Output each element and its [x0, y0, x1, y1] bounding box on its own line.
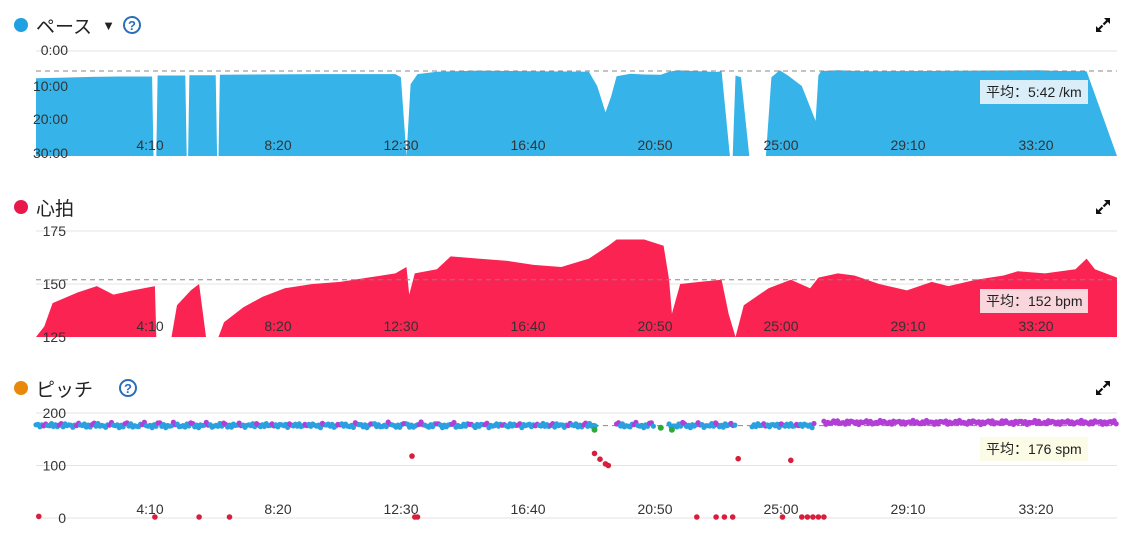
pace-x-tick-label: 8:20	[264, 137, 291, 153]
pace-x-tick-label: 16:40	[510, 137, 545, 153]
cadence-help-icon[interactable]: ?	[119, 379, 138, 397]
cadence-point-red	[804, 514, 811, 520]
cadence-y-tick-label: 200	[43, 405, 67, 421]
cadence-point-red	[409, 453, 415, 459]
cadence-x-tick-label: 33:20	[1018, 501, 1053, 517]
pace-panel: ペース ▼ ? 0:00 10:00 20:00 30:00 4:10 8:20 12:30…	[0, 0, 1122, 165]
hr-title: 心拍	[36, 198, 75, 220]
hr-x-tick-label: 20:50	[637, 318, 672, 334]
cadence-point	[650, 423, 657, 429]
hr-area	[36, 239, 1117, 337]
pace-y-tick-label: 10:00	[33, 78, 68, 94]
hr-x-tick-label: 25:00	[763, 318, 798, 334]
pace-expand-icon[interactable]	[1094, 16, 1112, 34]
cadence-point-red	[597, 456, 603, 463]
cadence-point-red	[779, 514, 786, 520]
cadence-point	[350, 424, 356, 430]
pace-x-tick-label: 4:10	[136, 137, 163, 153]
cadence-x-tick-label: 20:50	[637, 501, 672, 517]
cadence-point-red	[721, 514, 728, 520]
cadence-average-badge: 平均：176 spm	[980, 437, 1088, 461]
pace-title: ペース	[36, 16, 93, 38]
cadence-point-red	[788, 457, 794, 464]
cadence-expand-icon[interactable]	[1094, 379, 1112, 397]
cadence-header: ピッチ ?	[14, 375, 138, 401]
pace-y-tick-label: 0:00	[41, 42, 68, 58]
hr-average-badge: 平均：152 bpm	[980, 289, 1089, 313]
cadence-x-tick-label: 12:30	[383, 501, 418, 517]
hr-x-tick-label: 16:40	[510, 318, 545, 334]
hr-y-tick-label: 125	[43, 329, 67, 345]
cadence-point	[732, 422, 738, 428]
cadence-x-tick-label: 29:10	[890, 501, 925, 517]
cadence-point	[317, 425, 324, 431]
cadence-x-tick-label: 16:40	[510, 501, 545, 517]
hr-header: 心拍	[14, 194, 74, 220]
cadence-point	[809, 425, 815, 431]
cadence-title: ピッチ	[36, 379, 94, 401]
cadence-y-tick-label: 100	[43, 458, 67, 474]
cadence-point-red	[815, 514, 822, 520]
hr-x-tick-label: 29:10	[890, 318, 925, 334]
cadence-point	[1113, 421, 1119, 427]
cadence-y-tick-label: 0	[58, 510, 66, 526]
cadence-point	[451, 419, 457, 426]
cadence-point-red	[729, 514, 736, 520]
pace-y-tick-label: 30:00	[33, 145, 68, 161]
hr-x-tick-label: 8:20	[264, 318, 291, 334]
cadence-x-tick-label: 4:10	[136, 501, 163, 517]
cadence-x-tick-label: 8:20	[264, 501, 291, 517]
pace-dropdown-caret-icon[interactable]: ▼	[102, 17, 115, 33]
cadence-point-red	[821, 514, 827, 520]
pace-x-tick-label: 20:50	[637, 137, 672, 153]
pace-x-tick-label: 29:10	[890, 137, 925, 153]
cadence-point-red	[694, 514, 700, 520]
hr-x-tick-label: 12:30	[383, 318, 418, 334]
pace-x-tick-label: 25:00	[763, 137, 798, 153]
cadence-point-red	[152, 514, 158, 520]
pace-area	[36, 70, 1117, 156]
heart-rate-panel: 心拍 175 150 125 4:10 8:20 12:30 16:40 20:50 25:00…	[14, 194, 1117, 345]
cadence-point-green	[591, 426, 598, 433]
pace-legend-dot	[14, 18, 28, 32]
cadence-point	[484, 420, 490, 426]
cadence-point-red	[799, 514, 805, 520]
cadence-point-red	[605, 462, 612, 469]
cadence-legend-dot	[14, 381, 28, 395]
hr-x-tick-label: 33:20	[1018, 318, 1053, 334]
cadence-point	[517, 421, 523, 427]
cadence-point-red	[810, 514, 816, 520]
hr-expand-icon[interactable]	[1094, 198, 1112, 216]
cadence-point-red	[713, 514, 719, 520]
cadence-point-green	[668, 426, 675, 433]
pace-y-tick-label: 20:00	[33, 111, 68, 127]
pace-x-tick-label: 12:30	[383, 137, 418, 153]
pace-help-icon[interactable]: ?	[122, 16, 141, 34]
hr-y-tick-label: 175	[43, 223, 67, 239]
pace-average-badge: 平均：5:42 /km	[980, 80, 1088, 104]
hr-legend-dot	[14, 200, 28, 214]
cadence-point-red	[226, 514, 233, 520]
pace-header: ペース ▼ ?	[14, 12, 141, 38]
cadence-x-tick-label: 25:00	[763, 501, 798, 517]
pace-chart: 0:00 10:00 20:00 30:00 4:10 8:20 12:30 16:40 20:…	[33, 42, 1117, 161]
cadence-point-red	[36, 513, 42, 520]
hr-x-tick-label: 4:10	[136, 318, 163, 334]
cadence-point	[811, 420, 817, 427]
cadence-point-red	[196, 514, 202, 520]
cadence-point-green	[657, 424, 664, 431]
cadence-point-red	[735, 455, 741, 462]
cadence-point	[383, 424, 389, 430]
cadence-point-red	[414, 514, 421, 520]
cadence-point-red	[591, 450, 598, 457]
pace-x-tick-label: 33:20	[1018, 137, 1053, 153]
